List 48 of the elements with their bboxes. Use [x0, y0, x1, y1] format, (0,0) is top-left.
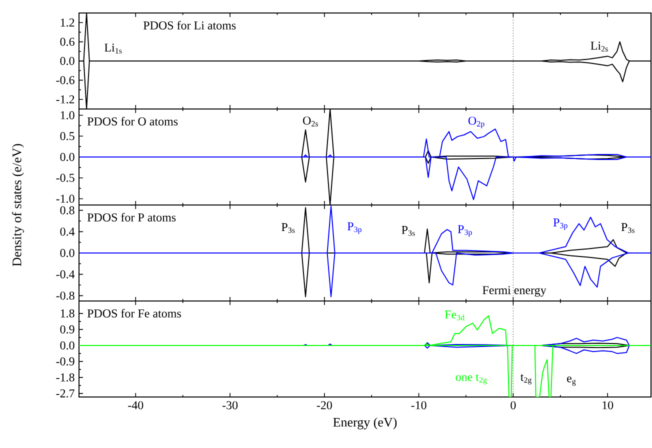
annotation: P$_{3s}$ — [282, 223, 295, 233]
y-tick-label: -0.4 — [56, 270, 75, 278]
x-tick-label: 10 — [602, 401, 614, 410]
y-tick-label: -1.0 — [56, 194, 74, 203]
y-tick-label: 0.5 — [60, 132, 74, 140]
x-tick-label: 0 — [510, 401, 516, 410]
text: PDOS for Fe atoms — [87, 308, 181, 318]
y-axis-title: Density of states (e/eV) — [12, 144, 24, 266]
y-tick-label: -0.9 — [56, 357, 74, 366]
y-tick-label: 0.0 — [60, 341, 74, 350]
y-tick-label: 0.6 — [60, 38, 74, 46]
annotation: one t$_{2g}$ — [456, 374, 487, 384]
y-tick-label: -0.8 — [56, 292, 74, 300]
annotation: t$_{2g}$ — [520, 374, 532, 384]
y-tick-label: 0.0 — [60, 248, 74, 258]
annotation: O$_{2p}$ — [468, 116, 484, 128]
annotation: P$_{3p}$ — [553, 218, 568, 230]
x-tick-label: -30 — [222, 401, 238, 410]
annotation: e$_{g}$ — [567, 376, 576, 386]
annotation: Li$_{1s}$ — [104, 44, 122, 54]
text: PDOS for P atoms — [87, 212, 176, 222]
annotation: P$_{3s}$ — [621, 223, 634, 233]
text: PDOS for Li atoms — [143, 20, 236, 30]
y-tick-label: -1.2 — [56, 95, 74, 104]
y-tick-label: 0.0 — [60, 152, 74, 162]
y-tick-label: 1.8 — [60, 309, 74, 318]
annotation: P$_{3p}$ — [458, 225, 472, 237]
y-tick-label: -0.5 — [56, 174, 74, 182]
y-tick-label: 0.9 — [60, 325, 74, 334]
y-tick-label: 1.0 — [60, 111, 74, 120]
annotation: P$_{3p}$ — [347, 222, 362, 234]
x-tick-label: -20 — [316, 401, 332, 410]
annotation: P$_{3s}$ — [402, 226, 415, 236]
x-tick-label: -40 — [128, 401, 144, 410]
annotation: Fermi energy — [482, 286, 546, 297]
annotation: O$_{2s}$ — [303, 116, 318, 126]
text: PDOS for O atoms — [87, 116, 178, 126]
y-tick-label: -1.8 — [56, 373, 74, 382]
x-axis-title: Energy (eV) — [333, 418, 397, 430]
x-tick-label: -10 — [411, 401, 426, 410]
y-tick-label: -2.7 — [56, 389, 74, 398]
annotation: Fe$_{3d}$ — [444, 310, 464, 320]
y-tick-label: 0.0 — [60, 56, 74, 66]
annotation: Li$_{2s}$ — [590, 42, 608, 52]
y-tick-label: 0.4 — [60, 228, 75, 236]
y-tick-label: 0.8 — [60, 206, 74, 214]
y-tick-label: -0.6 — [56, 76, 74, 84]
y-tick-label: 1.2 — [60, 18, 74, 27]
